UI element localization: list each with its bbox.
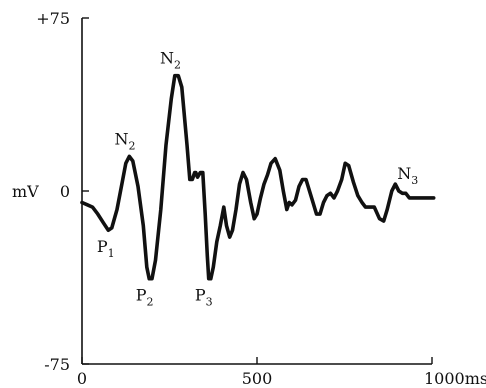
x-tick-label: 1000ms [424, 369, 486, 388]
peak-label-letter: N [115, 129, 129, 148]
peak-label-subscript: 3 [411, 174, 418, 187]
peak-label: P2 [136, 286, 154, 309]
x-tick-label: 0 [77, 369, 87, 388]
series-group [80, 73, 436, 281]
peak-label: P1 [97, 237, 115, 260]
peak-label-letter: P [136, 286, 147, 305]
peak-label-subscript: 2 [146, 296, 153, 309]
y-axis-label: mV [12, 182, 39, 201]
peak-label: P3 [195, 286, 213, 309]
y-tick-label: +75 [36, 9, 70, 28]
peak-label: N3 [397, 164, 418, 187]
peak-label-subscript: 1 [108, 247, 115, 260]
peak-label-letter: N [397, 164, 411, 183]
peak-label-subscript: 3 [206, 296, 213, 309]
peak-label-letter: P [195, 286, 206, 305]
peak-label-letter: P [97, 237, 108, 256]
y-tick-label: -75 [44, 355, 70, 374]
y-tick-label: 0 [60, 182, 70, 201]
peak-label-letter: N [160, 49, 174, 68]
axes [81, 18, 432, 365]
peak-label: N2 [160, 49, 181, 72]
peak-label: N2 [115, 129, 136, 152]
peak-label-subscript: 2 [129, 139, 136, 152]
y-axis-label-group: mV [12, 182, 39, 201]
peak-label-subscript: 2 [174, 59, 181, 72]
ticks: +75 0 -75 0 500 1000ms [36, 9, 486, 388]
x-tick-label: 500 [242, 369, 273, 388]
series-line [80, 73, 436, 281]
